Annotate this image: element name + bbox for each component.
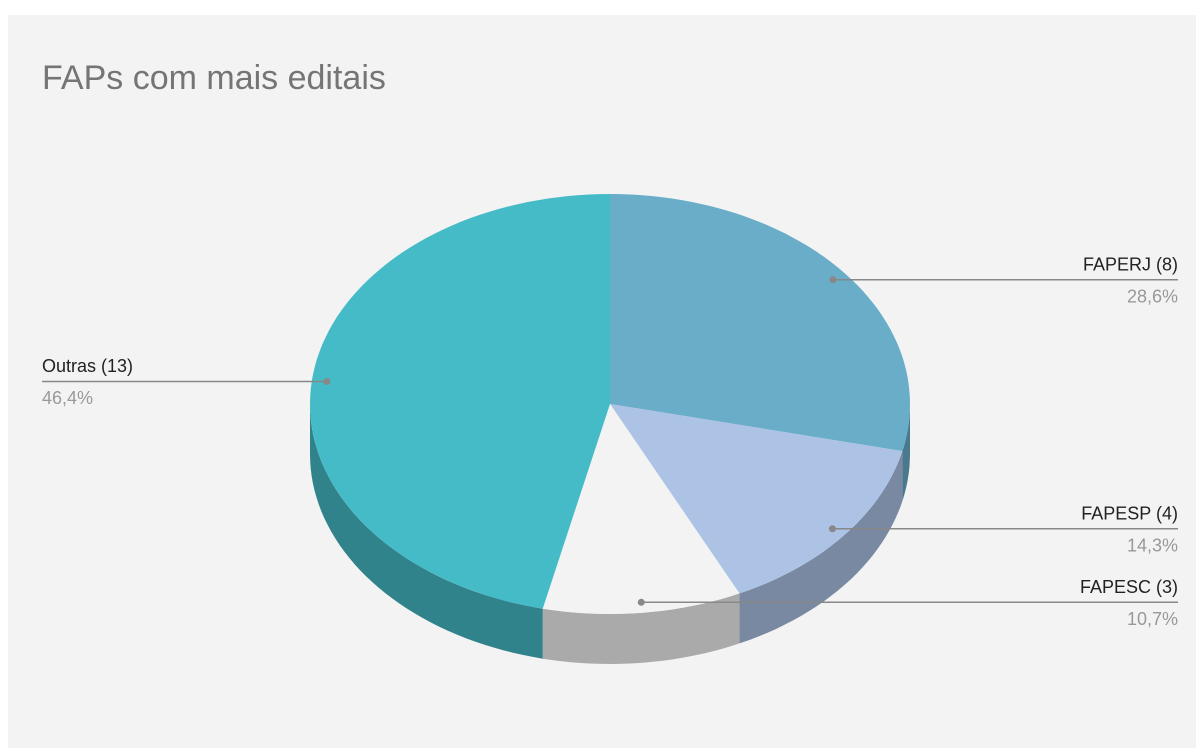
pie-side (902, 404, 910, 502)
leader-dot (828, 525, 836, 533)
leader-dot (637, 598, 645, 606)
slice-percent: 28,6% (1127, 287, 1178, 307)
chart-title: FAPs com mais editais (42, 59, 386, 97)
pie-slice (542, 404, 740, 614)
slice-label: FAPESP (4) (1081, 503, 1178, 523)
pie-side (310, 404, 543, 659)
pie-slice (610, 404, 903, 594)
pie-slice (610, 194, 910, 452)
slice-label: FAPERJ (8) (1083, 255, 1178, 275)
pie-slice (310, 194, 610, 609)
leader-dot (323, 377, 331, 385)
slice-percent: 46,4% (42, 388, 93, 408)
slice-percent: 14,3% (1127, 535, 1178, 555)
pie-side (739, 451, 903, 644)
slice-label: FAPESC (3) (1080, 577, 1178, 597)
leader-dot (829, 276, 837, 284)
slice-label: Outras (13) (42, 356, 133, 376)
pie-side (542, 593, 740, 664)
slice-percent: 10,7% (1127, 609, 1178, 629)
